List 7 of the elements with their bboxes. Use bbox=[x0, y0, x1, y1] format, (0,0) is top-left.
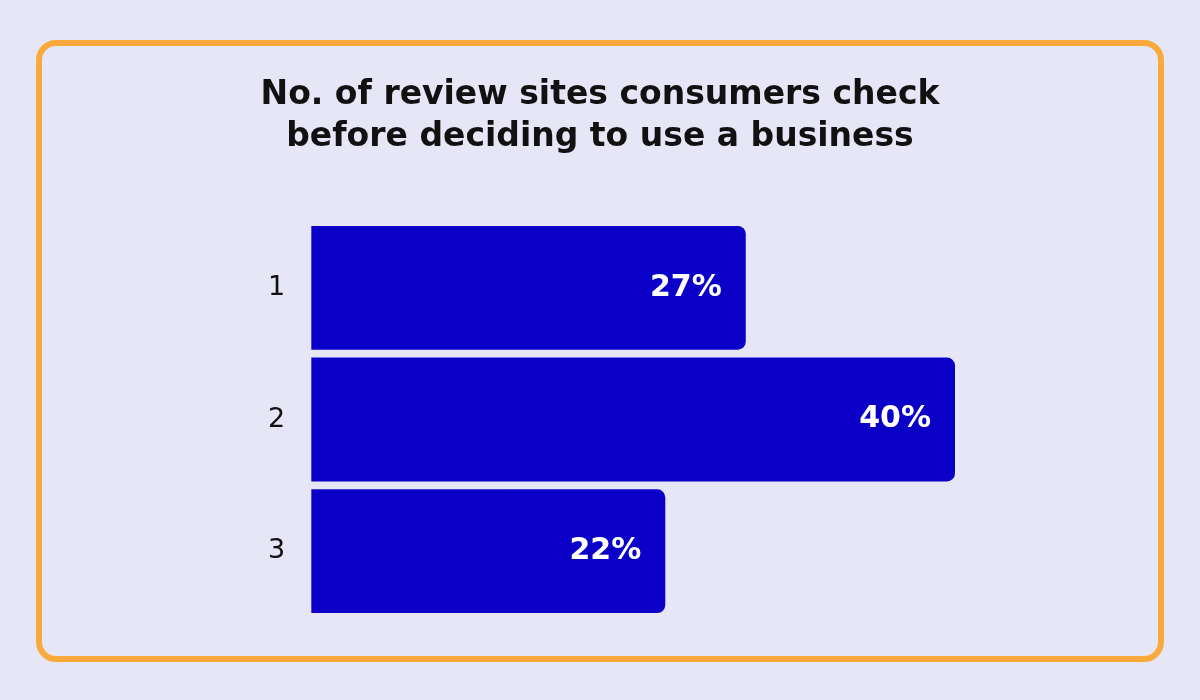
chart-title: No. of review sites consumers check before deciding to use a business bbox=[259, 72, 941, 156]
data-label: 27% bbox=[649, 267, 722, 303]
y-tick-label: 3 bbox=[267, 533, 286, 565]
data-label: 22% bbox=[569, 530, 642, 566]
y-tick-label: 1 bbox=[267, 269, 286, 301]
y-tick-label: 2 bbox=[267, 401, 286, 433]
data-label: 40% bbox=[859, 399, 931, 435]
